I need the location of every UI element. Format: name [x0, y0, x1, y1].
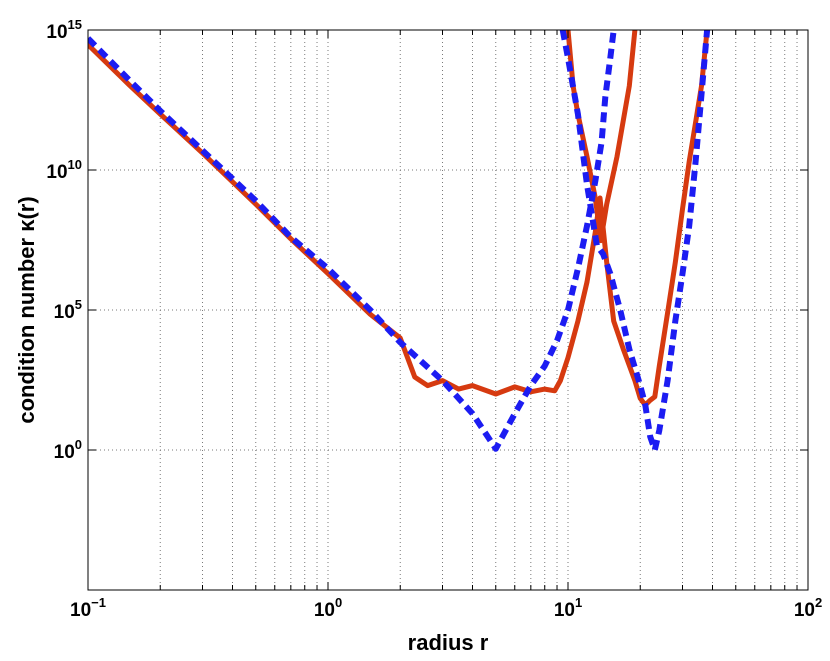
solid-series-line-0 [88, 30, 710, 408]
x-tick-label: 10−1 [70, 595, 106, 621]
y-tick-label: 100 [54, 437, 82, 463]
y-tick-label: 105 [54, 297, 82, 323]
grid [88, 30, 808, 590]
dashed-series-line-2 [88, 30, 617, 452]
x-tick-label: 100 [314, 595, 342, 621]
x-tick-label: 101 [554, 595, 582, 621]
y-tick-label: 1015 [46, 17, 82, 43]
x-tick-label: 102 [794, 595, 822, 621]
y-tick-labels: 100 105 1010 1015 [46, 17, 82, 463]
ticks [87, 29, 808, 590]
series-group [88, 30, 711, 453]
x-axis-label: radius r [408, 630, 489, 655]
y-axis-label: condition number κ(r) [14, 196, 39, 423]
x-tick-labels: 10−1 100 101 102 [70, 595, 822, 621]
dashed-series-line-3 [559, 30, 711, 453]
y-tick-label: 1010 [46, 157, 82, 183]
